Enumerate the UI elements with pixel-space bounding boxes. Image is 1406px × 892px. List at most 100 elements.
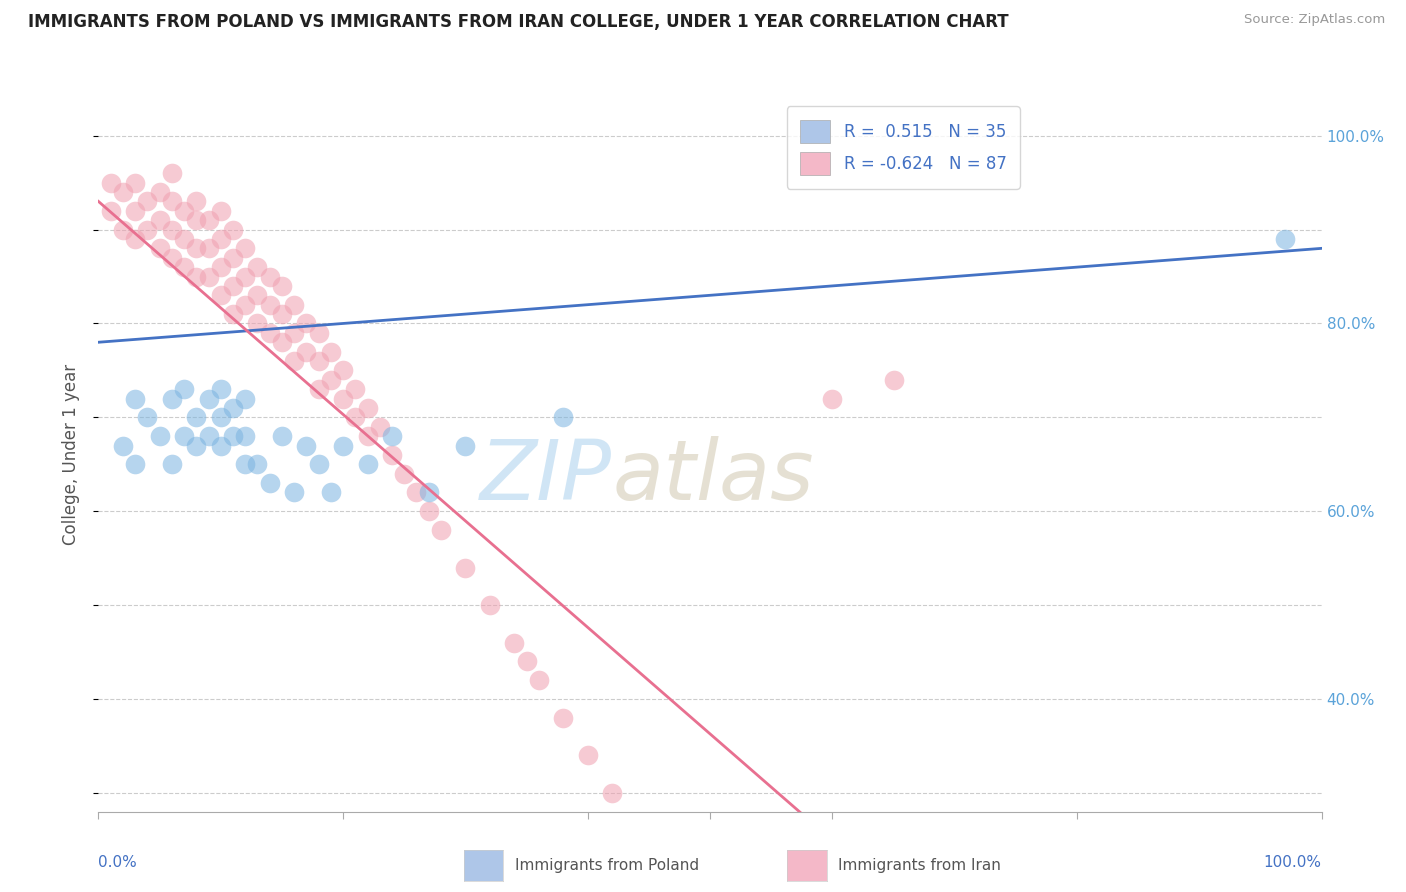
Point <box>576 748 599 763</box>
Point <box>209 232 232 246</box>
Point <box>308 382 330 396</box>
Point <box>186 213 208 227</box>
Point <box>173 232 195 246</box>
Point <box>283 326 305 340</box>
Point <box>233 458 256 472</box>
Point <box>124 458 146 472</box>
Point <box>124 203 146 218</box>
Point <box>173 429 195 443</box>
Point <box>381 429 404 443</box>
Point <box>209 288 232 302</box>
Point <box>332 363 354 377</box>
Point <box>418 485 440 500</box>
Point <box>124 176 146 190</box>
Text: 100.0%: 100.0% <box>1264 855 1322 870</box>
Point <box>222 251 245 265</box>
Point <box>111 185 134 199</box>
Point <box>186 269 208 284</box>
Point <box>124 232 146 246</box>
Point <box>197 213 219 227</box>
Point <box>209 203 232 218</box>
Point <box>246 317 269 331</box>
Point <box>209 260 232 274</box>
Point <box>160 392 183 406</box>
Point <box>197 392 219 406</box>
Point <box>308 458 330 472</box>
Point <box>454 560 477 574</box>
Text: Immigrants from Iran: Immigrants from Iran <box>838 858 1001 873</box>
Point <box>246 288 269 302</box>
Point <box>160 194 183 209</box>
Point <box>136 410 159 425</box>
Point <box>270 335 294 350</box>
Point <box>270 307 294 321</box>
Text: Immigrants from Poland: Immigrants from Poland <box>515 858 699 873</box>
Point <box>233 241 256 255</box>
Point <box>283 354 305 368</box>
Point <box>209 382 232 396</box>
Point <box>186 410 208 425</box>
Point <box>209 410 232 425</box>
Point <box>283 485 305 500</box>
Point <box>149 429 172 443</box>
Text: atlas: atlas <box>612 436 814 516</box>
Point <box>100 176 122 190</box>
Point <box>124 392 146 406</box>
Point <box>186 438 208 452</box>
Point <box>100 203 122 218</box>
Point <box>821 392 844 406</box>
Point <box>1274 232 1296 246</box>
Point <box>259 326 281 340</box>
Point <box>136 194 159 209</box>
Point <box>344 410 367 425</box>
Point <box>197 429 219 443</box>
Point <box>283 298 305 312</box>
Point <box>319 485 342 500</box>
Point <box>405 485 427 500</box>
Point <box>356 401 378 415</box>
Point <box>233 392 256 406</box>
Point <box>149 185 172 199</box>
Point <box>173 260 195 274</box>
Point <box>197 241 219 255</box>
Point <box>295 344 318 359</box>
Point <box>368 419 391 434</box>
Point <box>392 467 416 481</box>
Point <box>454 438 477 452</box>
Point <box>344 382 367 396</box>
Point <box>638 833 661 847</box>
Point <box>186 241 208 255</box>
Point <box>173 203 195 218</box>
Point <box>527 673 550 688</box>
Point <box>136 222 159 236</box>
Text: IMMIGRANTS FROM POLAND VS IMMIGRANTS FROM IRAN COLLEGE, UNDER 1 YEAR CORRELATION: IMMIGRANTS FROM POLAND VS IMMIGRANTS FRO… <box>28 13 1008 31</box>
Point <box>553 410 575 425</box>
Text: 0.0%: 0.0% <box>98 855 138 870</box>
Point <box>233 429 256 443</box>
Point <box>222 307 245 321</box>
Point <box>503 636 526 650</box>
Point <box>222 401 245 415</box>
Point <box>259 476 281 491</box>
Point <box>332 438 354 452</box>
Point <box>111 222 134 236</box>
Y-axis label: College, Under 1 year: College, Under 1 year <box>62 364 80 546</box>
Point <box>233 298 256 312</box>
Point <box>883 373 905 387</box>
Point <box>381 448 404 462</box>
Point <box>356 458 378 472</box>
Point <box>430 523 453 537</box>
Point <box>222 222 245 236</box>
Point <box>295 317 318 331</box>
Point <box>160 251 183 265</box>
Point <box>259 269 281 284</box>
Point <box>308 326 330 340</box>
Point <box>319 373 342 387</box>
Point <box>197 269 219 284</box>
Point <box>259 298 281 312</box>
Point <box>600 786 623 800</box>
Point <box>553 711 575 725</box>
Point <box>173 382 195 396</box>
Point <box>149 213 172 227</box>
Point <box>246 458 269 472</box>
